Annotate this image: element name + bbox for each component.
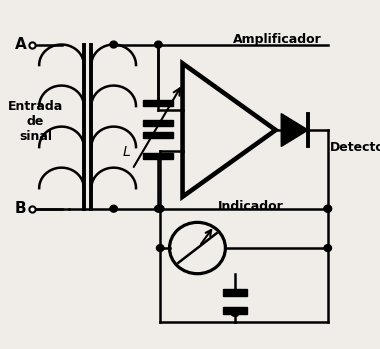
Bar: [143, 120, 173, 126]
Bar: [143, 99, 173, 106]
Circle shape: [324, 205, 331, 212]
Bar: [223, 289, 247, 296]
Text: Entrada
de
sinal: Entrada de sinal: [8, 100, 63, 143]
Circle shape: [110, 41, 117, 48]
Circle shape: [324, 205, 331, 212]
Polygon shape: [281, 114, 308, 147]
Text: L: L: [123, 145, 131, 159]
Circle shape: [324, 245, 331, 251]
Circle shape: [157, 245, 164, 251]
Bar: [223, 306, 247, 314]
Circle shape: [157, 205, 164, 212]
Circle shape: [155, 205, 162, 212]
Text: C: C: [230, 306, 240, 320]
Circle shape: [155, 41, 162, 48]
Bar: [143, 132, 173, 138]
Text: Detector: Detector: [329, 141, 380, 154]
Bar: [143, 153, 173, 159]
Text: Amplificador: Amplificador: [233, 33, 321, 46]
Text: A: A: [15, 37, 27, 52]
Circle shape: [110, 205, 117, 212]
Text: Indicador: Indicador: [218, 200, 284, 214]
Text: B: B: [15, 201, 27, 216]
